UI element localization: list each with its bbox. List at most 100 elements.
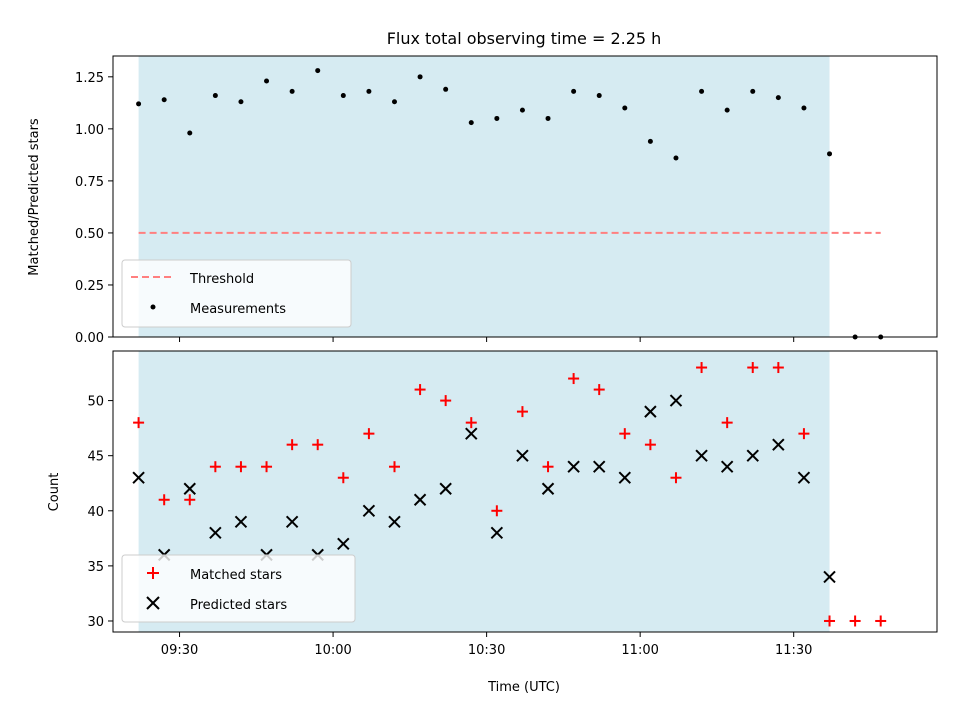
x-axis-label: Time (UTC) (487, 680, 560, 695)
bot-y-tick-label: 45 (87, 450, 104, 465)
predicted-star-point (669, 394, 683, 407)
x-tick-label: 11:00 (621, 643, 658, 658)
measurement-point (775, 95, 781, 101)
matched-star-point (286, 439, 298, 451)
measurement-point (596, 93, 602, 99)
measurement-point (417, 74, 423, 80)
predicted-star-point (183, 482, 196, 495)
predicted-star-point (797, 471, 811, 484)
top-legend-box (121, 259, 352, 328)
measurement-point (571, 88, 577, 94)
top-y-axis-label: Matched/Predicted stars (27, 118, 42, 276)
measurement-point (827, 151, 833, 157)
bottom-legend-box (121, 554, 356, 623)
matched-star-point (542, 461, 554, 473)
matched-star-point (568, 373, 580, 385)
predicted-star-point (388, 515, 401, 529)
predicted-star-point (362, 504, 376, 517)
predicted-star-point (209, 526, 222, 540)
predicted-star-point (695, 449, 708, 462)
predicted-star-point (413, 493, 427, 506)
matched-star-point (337, 472, 349, 484)
legend-matched-label: Matched stars (190, 568, 282, 583)
matched-star-point (440, 395, 452, 407)
measurement-point (494, 115, 500, 121)
predicted-star-point (132, 471, 145, 484)
matched-star-point (491, 505, 503, 517)
matched-star-point (875, 615, 887, 627)
measurement-point (673, 155, 679, 161)
measurement-point (801, 105, 807, 111)
x-tick-label: 10:30 (468, 643, 505, 658)
bottom-y-axis-label: Count (47, 473, 62, 512)
predicted-star-point (746, 449, 759, 462)
measurement-point (161, 97, 167, 103)
matched-star-point (388, 461, 400, 473)
matched-star-point (363, 428, 375, 440)
matched-star-point (516, 406, 528, 418)
predicted-star-point (234, 515, 248, 529)
top-legend: Threshold Measurements (121, 259, 352, 328)
top-y-tick-label: 0.75 (75, 175, 104, 190)
top-y-tick-label: 1.00 (75, 123, 104, 138)
matched-star-point (312, 439, 324, 451)
legend-measurements-swatch (150, 304, 156, 310)
predicted-star-point (567, 460, 580, 473)
top-panel: Flux total observing time = 2.25 h Match… (27, 29, 938, 346)
measurement-point (647, 138, 653, 144)
top-y-tick-label: 0.25 (75, 279, 104, 294)
predicted-star-point (337, 537, 350, 551)
measurement-point (622, 105, 628, 111)
matched-star-point (670, 472, 682, 484)
predicted-star-point (439, 482, 452, 495)
predicted-star-point (772, 438, 785, 451)
legend-threshold-label: Threshold (189, 272, 254, 287)
legend-predicted-label: Predicted stars (190, 598, 287, 613)
predicted-star-point (644, 405, 657, 418)
measurement-point (545, 115, 551, 121)
measurement-point (340, 93, 346, 99)
matched-star-point (849, 615, 861, 627)
predicted-star-point (823, 570, 836, 584)
measurement-point (212, 93, 218, 99)
matched-star-point (235, 461, 247, 473)
x-tick-label: 09:30 (161, 643, 198, 658)
legend-measurements-label: Measurements (190, 302, 286, 317)
matched-star-point (696, 362, 708, 374)
predicted-star-point (285, 515, 299, 529)
matched-star-point (593, 384, 605, 396)
measurement-point (366, 88, 372, 94)
matched-star-point (619, 428, 631, 440)
predicted-star-point (720, 460, 734, 473)
matched-star-point (133, 417, 145, 429)
bottom-plot-frame (112, 350, 938, 633)
chart-title: Flux total observing time = 2.25 h (387, 29, 662, 48)
matched-star-point (798, 428, 810, 440)
top-y-tick-label: 1.25 (75, 71, 104, 86)
matched-star-point (184, 494, 196, 506)
predicted-star-point (541, 482, 555, 495)
predicted-star-point (618, 471, 632, 484)
measurement-point (750, 88, 756, 94)
bottom-panel: Count Time (UTC) 30 35 40 45 50 09:30 10:00 10… (47, 350, 938, 695)
bot-y-tick-label: 40 (87, 505, 104, 520)
measurement-point (264, 78, 270, 84)
predicted-star-point (593, 460, 606, 473)
measurement-point (519, 107, 525, 113)
measurement-point (238, 99, 244, 105)
matched-star-point (772, 362, 784, 374)
matched-star-point (209, 461, 221, 473)
matched-star-point (747, 362, 759, 374)
bot-y-tick-label: 30 (87, 615, 104, 630)
predicted-star-point (465, 427, 478, 440)
legend-matched-swatch (147, 567, 159, 579)
matched-star-point (721, 417, 733, 429)
top-plot-frame (112, 55, 938, 338)
measurement-point (315, 68, 321, 74)
top-y-tick-label: 0.50 (75, 227, 104, 242)
matched-star-point (261, 461, 273, 473)
measurement-point (136, 101, 142, 107)
x-tick-label: 10:00 (314, 643, 351, 658)
predicted-star-point (490, 526, 504, 540)
